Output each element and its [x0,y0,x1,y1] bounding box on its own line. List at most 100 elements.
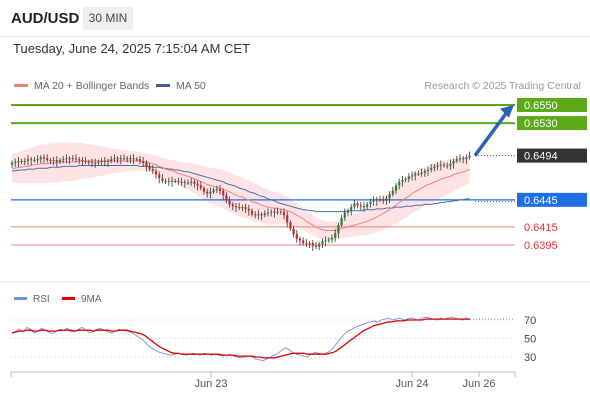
candle-body [372,200,375,202]
candle-body [250,210,254,215]
candle-body [465,157,468,160]
candle-body [225,195,228,201]
level-label-0.6445: 0.6445 [524,195,558,207]
candle-body [158,174,161,179]
candle-body [30,159,33,161]
candle-body [148,166,151,170]
candle-body [170,180,174,182]
timeframe-button[interactable]: 30 MIN [83,7,133,30]
candle-body [247,208,250,211]
candle-body [94,162,97,164]
candle-body [62,159,65,161]
candle-body [142,161,145,163]
candle-body [42,157,46,159]
candle-body [305,243,308,245]
candle-body [183,181,186,183]
candle-body [375,198,378,201]
candle-body [65,158,68,160]
chart-header: AUD/USD 30 MIN [0,0,590,37]
candle-body [46,158,49,161]
level-label-0.6395: 0.6395 [524,240,558,252]
candle-body [190,181,193,183]
candle-body [362,206,366,208]
ma50-swatch [156,83,170,87]
level-label-0.6494: 0.6494 [524,151,558,163]
candle-body [36,159,39,161]
candle-body [90,161,94,163]
candle-body [330,237,334,240]
candle-body [356,203,359,206]
candle-body [462,158,465,160]
candle-body [353,203,356,208]
legend-rsi: RSI [14,294,50,305]
candle-body [52,160,55,162]
candle-body [193,181,196,184]
ma20-line [12,160,470,231]
candle-body [103,161,106,162]
candle-body [23,161,26,162]
candle-body [119,158,122,160]
candle-body [279,211,282,213]
candle-body [410,175,414,177]
candle-body [324,240,327,242]
ma20-swatch [14,83,28,87]
candle-body [110,159,113,161]
candle-body [273,211,276,213]
candle-body [14,161,17,163]
level-box-0.6550 [517,98,587,112]
candle-body [161,178,164,181]
candle-body [394,185,398,191]
candle-body [116,158,119,160]
candle-body [359,205,362,207]
x-tick-label: Jun 26 [462,378,495,390]
candle-body [314,245,318,247]
candle-body [228,200,231,205]
x-tick-label: Jun 24 [395,378,428,390]
candle-body [426,170,430,172]
level-label-0.6550: 0.6550 [524,100,558,112]
candle-body [366,204,369,208]
rsi-tick-label: 30 [524,352,536,364]
candle-body [388,194,391,199]
candle-body [129,158,132,160]
9ma-swatch [62,296,75,300]
candle-body [154,170,158,175]
candle-body [430,168,433,171]
candle-body [420,172,423,174]
candle-body [254,214,257,216]
candle-body [20,161,23,162]
candle-body [321,241,324,245]
candle-body [398,181,401,186]
candle-body [186,182,190,184]
candle-body [292,228,295,235]
candle-body [234,206,238,208]
candle-body [295,234,298,239]
forecast-arrow-head [500,104,514,118]
candle-body [202,188,206,192]
level-box-0.6530 [517,116,587,131]
level-label-0.6415: 0.6415 [524,222,558,234]
candle-body [257,214,260,216]
legend-rsi-label: RSI [33,294,50,305]
candle-body [346,210,350,213]
candle-body [212,189,215,192]
legend-9ma-label: 9MA [81,294,102,305]
level-box-0.6445 [517,192,587,207]
candle-body [113,158,116,160]
candle-body [196,183,199,186]
candle-body [241,207,244,209]
level-box-0.6494 [517,148,587,163]
candle-body [74,158,78,160]
candle-body [218,189,222,191]
candle-body [58,160,62,162]
candle-body [318,244,321,247]
candle-body [298,238,302,241]
candle-body [244,207,247,209]
candle-body [452,161,455,164]
candle-body [164,180,167,182]
forecast-arrow-shaft [473,109,510,157]
candle-body [33,160,36,162]
candle-body [289,222,292,229]
legend-ma50-label: MA 50 [176,80,206,92]
